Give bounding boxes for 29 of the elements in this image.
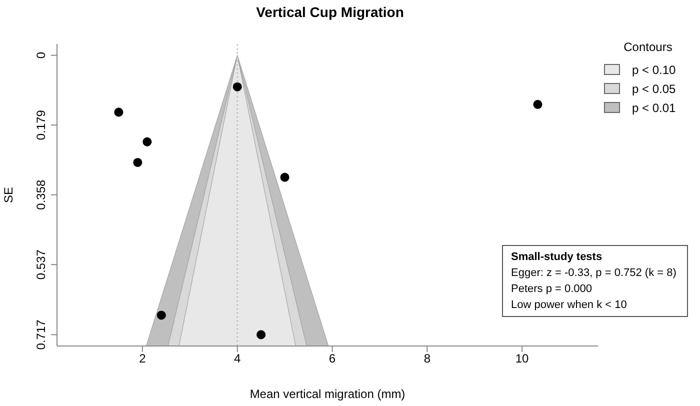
x-tick-label: 8 (424, 352, 431, 366)
annotation: Peters p = 0.000 (511, 282, 594, 297)
point (156, 310, 166, 320)
point (232, 82, 242, 92)
legend-label: p < 0.10 (632, 62, 676, 76)
point (533, 100, 542, 109)
point (280, 172, 290, 182)
x-tick-label: 6 (328, 352, 336, 366)
legend-label: p < 0.05 (632, 82, 676, 96)
point (133, 158, 142, 167)
legend-label: p < 0.01 (632, 100, 676, 114)
point (114, 108, 124, 117)
x-tick-label: 10 (515, 352, 530, 366)
chart-title: Vertical Cup Migration (255, 4, 405, 20)
y-axis-title: SE (1, 186, 16, 204)
x-tick-label: 2 (139, 352, 146, 366)
annotation: Low power when k < 10 (511, 298, 628, 313)
annotation: Egger: z = -0.33, p = 0.752 (k = 8) (511, 266, 678, 281)
y-tick-label: 0.537 (34, 249, 48, 280)
y-tick-label: 0.358 (34, 179, 48, 210)
x-axis-title: Mean vertical migration (mm) (250, 387, 406, 401)
x-tick-label: 4 (234, 352, 241, 366)
point (256, 330, 266, 340)
y-tick-label: 0 (34, 52, 48, 59)
point (142, 137, 152, 146)
y-tick-label: 0.717 (34, 319, 48, 350)
legend-title: Contours (622, 40, 674, 54)
y-tick-label: 0.179 (34, 110, 48, 140)
annotation: Small-study tests (511, 250, 604, 265)
